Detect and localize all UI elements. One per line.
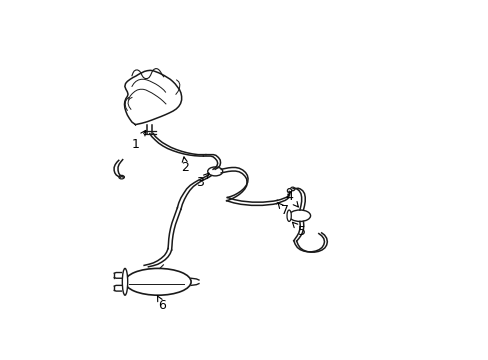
Text: 3: 3: [196, 173, 208, 189]
Ellipse shape: [290, 187, 294, 191]
Ellipse shape: [207, 167, 222, 176]
Text: 6: 6: [157, 296, 166, 311]
Ellipse shape: [287, 189, 291, 193]
Ellipse shape: [125, 269, 191, 295]
Ellipse shape: [286, 210, 291, 221]
Text: 5: 5: [292, 222, 305, 238]
Text: 2: 2: [181, 157, 189, 174]
Text: 7: 7: [277, 203, 288, 217]
Ellipse shape: [122, 269, 127, 295]
Text: 1: 1: [131, 130, 145, 152]
Text: 4: 4: [285, 190, 298, 207]
Ellipse shape: [288, 210, 310, 221]
Ellipse shape: [119, 175, 124, 179]
